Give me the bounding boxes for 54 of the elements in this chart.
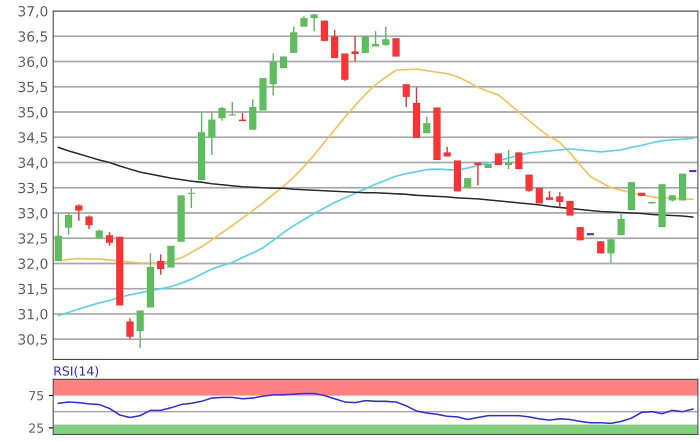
candlestick xyxy=(607,238,614,264)
candlestick xyxy=(270,52,277,96)
y-tick-label: 33,5 xyxy=(18,182,48,195)
candlestick xyxy=(525,174,533,192)
y-tick-label: 31,5 xyxy=(18,284,48,296)
candlestick xyxy=(188,187,195,209)
y-tick-label: 33,0 xyxy=(18,208,48,220)
candlestick xyxy=(106,231,114,247)
candlestick xyxy=(218,106,226,122)
y-tick-label: 37,0 xyxy=(18,6,48,18)
candlestick xyxy=(536,187,543,204)
candlestick xyxy=(372,30,380,48)
y-tick-label: 36,0 xyxy=(18,56,48,68)
y-tick-label: 34,0 xyxy=(18,157,48,170)
candlestick xyxy=(310,13,318,32)
line-series xyxy=(58,146,694,218)
candlestick xyxy=(228,101,236,116)
candlestick xyxy=(444,146,451,158)
candlestick xyxy=(505,149,512,170)
y-tick-label: 35,5 xyxy=(18,82,48,94)
y-tick-label: 30,5 xyxy=(18,334,48,346)
candlestick xyxy=(75,204,82,222)
line-series xyxy=(58,392,694,424)
candlestick xyxy=(290,26,298,54)
candlestick xyxy=(362,36,369,54)
candlestick xyxy=(331,29,338,59)
candlestick xyxy=(556,192,564,208)
y-tick-label: 31,0 xyxy=(18,308,48,321)
candlestick xyxy=(249,98,256,130)
candlestick xyxy=(597,240,604,254)
candlestick xyxy=(320,20,328,42)
candlestick xyxy=(352,36,359,62)
candlestick xyxy=(618,212,625,236)
candlestick xyxy=(382,26,390,47)
y-tick-label: 32,5 xyxy=(18,233,48,246)
candlestick xyxy=(157,254,164,276)
candlestick xyxy=(423,116,430,134)
candlestick xyxy=(474,162,482,186)
line-series xyxy=(58,138,694,316)
chart-title: RSI(14) xyxy=(54,366,98,378)
y-tick-label: 32,0 xyxy=(18,258,48,270)
candlestick xyxy=(64,212,72,236)
candlestick xyxy=(576,226,584,241)
candlestick xyxy=(392,38,400,58)
y-tick-label: 75 xyxy=(29,391,44,400)
y-tick-label: 35,0 xyxy=(18,106,48,119)
candlestick xyxy=(402,84,410,108)
y-tick-label: 34,5 xyxy=(18,132,48,144)
y-tick-label: 25 xyxy=(29,423,44,433)
candlestick xyxy=(126,318,134,340)
candlestick xyxy=(85,214,93,230)
y-tick-label: 36,5 xyxy=(18,31,48,44)
candlestick xyxy=(208,112,216,156)
candlestick xyxy=(136,310,144,348)
